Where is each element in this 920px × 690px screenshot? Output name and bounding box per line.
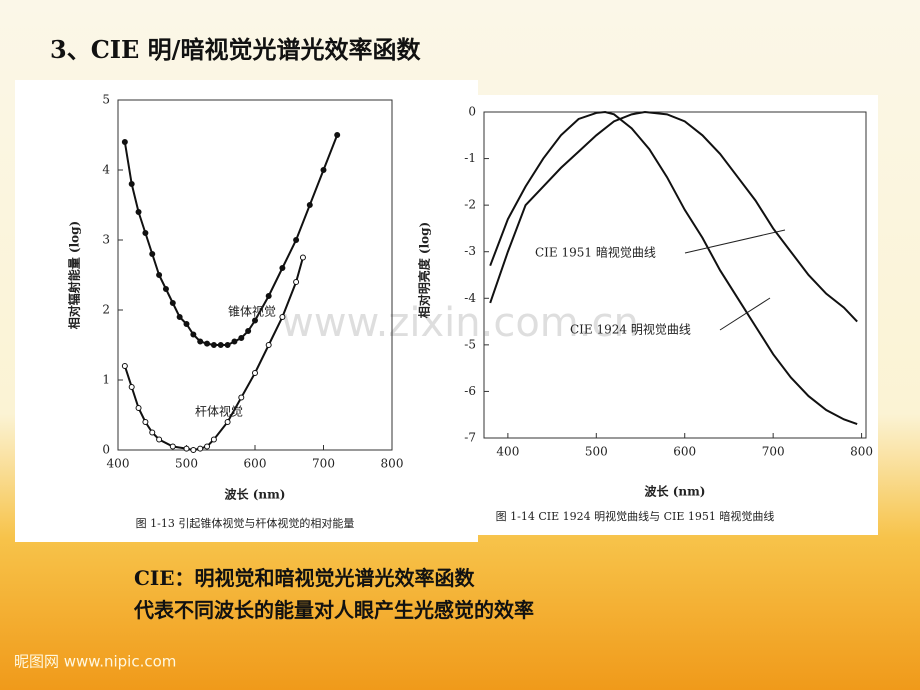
data-point (252, 370, 258, 376)
data-point (279, 265, 286, 271)
data-point (197, 338, 204, 345)
watermark: www.zixin.com.cn (281, 300, 639, 346)
data-point (210, 436, 217, 443)
caption: 图 1-13 引起锥体视觉与杆体视觉的相对能量 (136, 516, 355, 530)
x-tick-label: 500 (175, 457, 198, 471)
data-point (238, 335, 245, 341)
data-point (149, 429, 156, 436)
x-tick-label: 600 (244, 457, 267, 471)
x-tick-label: 700 (312, 457, 335, 471)
footer: 昵图网 www.nipic.com (14, 653, 176, 671)
data-point (231, 338, 238, 345)
chart-panel (420, 95, 878, 535)
data-point (197, 445, 204, 452)
y-tick-label: 0 (468, 105, 476, 119)
data-point (135, 405, 142, 411)
x-axis-label: 波长 (nm) (645, 484, 706, 499)
data-point (224, 419, 231, 425)
data-point (176, 314, 183, 320)
data-point (224, 342, 231, 348)
x-tick-label: 400 (496, 445, 519, 459)
y-tick-label: 2 (102, 303, 110, 317)
data-point (265, 342, 272, 348)
plot-frame (483, 111, 867, 439)
series-label: 杆体视觉 (195, 404, 243, 419)
y-tick-label: -2 (464, 198, 476, 212)
data-point (293, 279, 300, 285)
data-point (279, 314, 286, 320)
data-point (210, 342, 217, 348)
data-point (265, 293, 272, 299)
text-line: CIE：明视觉和暗视觉光谱光效率函数 (134, 566, 475, 590)
y-tick-label: -6 (464, 384, 476, 398)
y-tick-label: 5 (102, 93, 110, 107)
series-line (123, 134, 339, 346)
data-point (162, 286, 169, 292)
data-point (183, 321, 190, 327)
y-tick-label: 3 (102, 233, 110, 247)
data-point (204, 443, 211, 450)
y-tick-label: -7 (464, 431, 476, 445)
y-tick-label: -1 (464, 151, 476, 165)
caption: 图 1-14 CIE 1924 明视觉曲线与 CIE 1951 暗视觉曲线 (496, 509, 775, 523)
data-point (334, 132, 341, 138)
data-point (169, 300, 176, 306)
data-point (169, 443, 176, 450)
data-point (320, 167, 327, 173)
x-tick-label: 800 (850, 445, 873, 459)
data-point (135, 209, 142, 215)
label-arrow (684, 229, 786, 254)
data-point (252, 317, 258, 324)
data-point (121, 139, 128, 145)
x-tick-label: 600 (673, 445, 696, 459)
data-point (121, 363, 128, 369)
data-point (299, 254, 306, 261)
x-tick-label: 700 (762, 445, 785, 459)
series-line (489, 110, 858, 425)
text-line: 代表不同波长的能量对人眼产生光感觉的效率 (134, 598, 534, 622)
y-axis-label: 相对辐射能量 (log) (67, 221, 82, 330)
x-tick-label: 800 (381, 457, 404, 471)
data-point (156, 272, 163, 278)
y-tick-label: -3 (464, 244, 476, 258)
x-tick-label: 500 (585, 445, 608, 459)
data-point (128, 181, 135, 187)
data-point (217, 342, 224, 348)
data-point (245, 328, 252, 334)
data-point (190, 447, 197, 453)
y-tick-label: -4 (464, 291, 476, 305)
chart-panel (15, 80, 478, 542)
data-point (156, 436, 163, 443)
x-axis-label: 波长 (nm) (225, 487, 286, 502)
y-tick-label: 0 (102, 443, 110, 457)
slide-title: 3、CIE 明/暗视觉光谱光效率函数 (50, 35, 421, 64)
x-tick-label: 400 (107, 457, 130, 471)
series-label: 锥体视觉 (228, 304, 276, 319)
label-arrow (719, 297, 771, 331)
series-label: CIE 1951 暗视觉曲线 (535, 245, 656, 260)
series-label: CIE 1924 明视觉曲线 (570, 322, 691, 337)
y-tick-label: 4 (102, 163, 110, 177)
data-point (204, 340, 211, 347)
data-point (293, 237, 300, 243)
y-tick-label: -5 (464, 337, 476, 351)
data-point (142, 230, 149, 236)
y-axis-label: 相对明亮度 (log) (417, 222, 432, 319)
data-point (306, 202, 313, 208)
data-point (149, 251, 156, 257)
data-point (190, 331, 197, 338)
data-point (128, 384, 135, 390)
series-line (489, 110, 858, 323)
y-tick-label: 1 (102, 373, 110, 387)
data-point (142, 419, 149, 425)
data-point (238, 394, 245, 401)
data-point (183, 445, 190, 452)
